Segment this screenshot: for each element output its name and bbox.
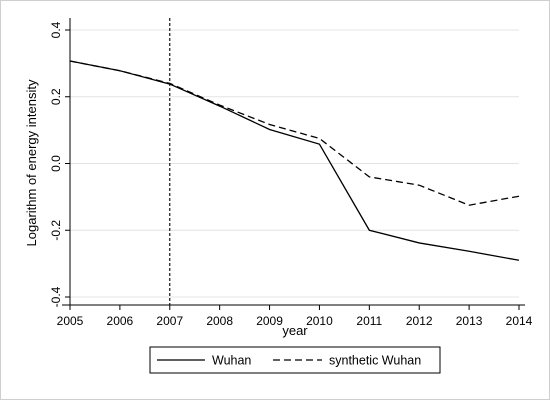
x-tick-label: 2008	[206, 314, 233, 328]
y-tick-label: 0.2	[49, 88, 63, 105]
y-tick-label: 0.4	[49, 21, 63, 38]
x-tick-label: 2010	[306, 314, 333, 328]
y-tick-label: 0.0	[49, 155, 63, 172]
x-tick-label: 2009	[256, 314, 283, 328]
x-tick-label: 2007	[156, 314, 183, 328]
legend: Wuhan synthetic Wuhan	[150, 347, 440, 373]
x-axis-label: year	[282, 323, 308, 338]
x-tick-label: 2005	[57, 314, 84, 328]
y-tick-label: -0.4	[49, 286, 63, 307]
y-axis-label: Logarithm of energy intensity	[24, 79, 39, 246]
tick-labels: -0.4 -0.2 0.0 0.2 0.4 2005 2006 2007 2008 2009 201…	[49, 21, 533, 328]
y-tick-label: -0.2	[49, 220, 63, 241]
x-tick-label: 2013	[456, 314, 483, 328]
x-tick-label: 2014	[506, 314, 533, 328]
legend-label: Wuhan	[212, 354, 251, 368]
x-tick-label: 2012	[406, 314, 433, 328]
legend-label: synthetic Wuhan	[329, 354, 421, 368]
grid-lines	[70, 30, 519, 297]
x-tick-label: 2006	[107, 314, 134, 328]
series-line-synthetic-wuhan	[70, 61, 519, 205]
x-tick-label: 2011	[356, 314, 382, 328]
